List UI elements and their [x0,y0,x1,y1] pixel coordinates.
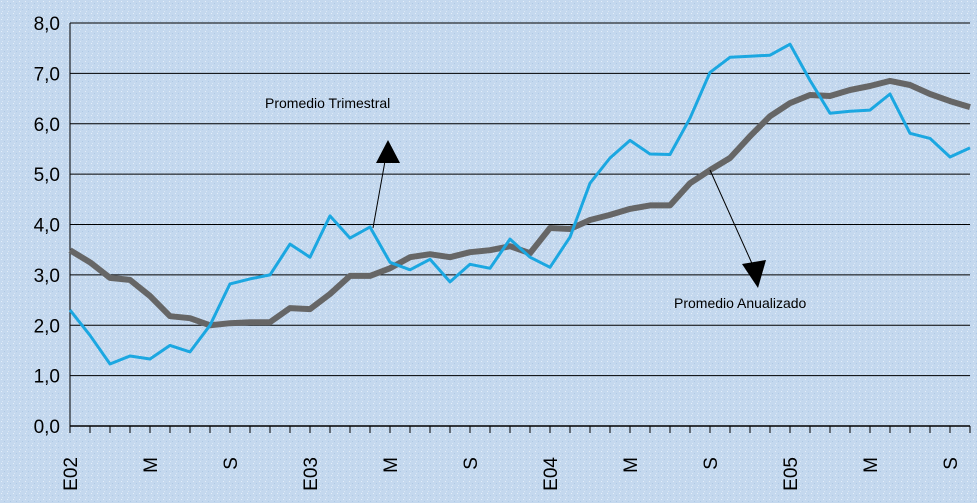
y-tick-label: 6,0 [34,115,60,136]
y-tick-label: 0,0 [34,417,60,438]
x-tick-label: E02 [61,457,82,491]
x-tick-label: S [941,457,962,470]
y-tick-label: 5,0 [34,165,60,186]
y-tick-label: 2,0 [34,316,60,337]
x-tick-label: E03 [301,457,322,491]
x-tick-label: S [221,457,242,470]
annotation: Promedio Anualizado [674,295,807,311]
arrow-head [742,260,766,288]
x-tick-label: M [381,457,402,473]
annotation: Promedio Trimestral [265,95,390,111]
x-tick-label: S [461,457,482,470]
y-tick-label: 8,0 [34,14,60,35]
x-tick-label: M [621,457,642,473]
annotation-arrow [709,169,755,269]
arrow-head [376,140,400,163]
y-tick-label: 1,0 [34,367,60,388]
y-tick-label: 3,0 [34,266,60,287]
series-line [68,42,971,366]
x-tick-label: E05 [781,457,802,491]
x-tick-label: S [701,457,722,470]
x-tick-label: M [141,457,162,473]
x-tick-label: E04 [541,457,562,491]
x-tick-label: M [861,457,882,473]
y-tick-label: 4,0 [34,216,60,237]
y-tick-label: 7,0 [34,64,60,85]
